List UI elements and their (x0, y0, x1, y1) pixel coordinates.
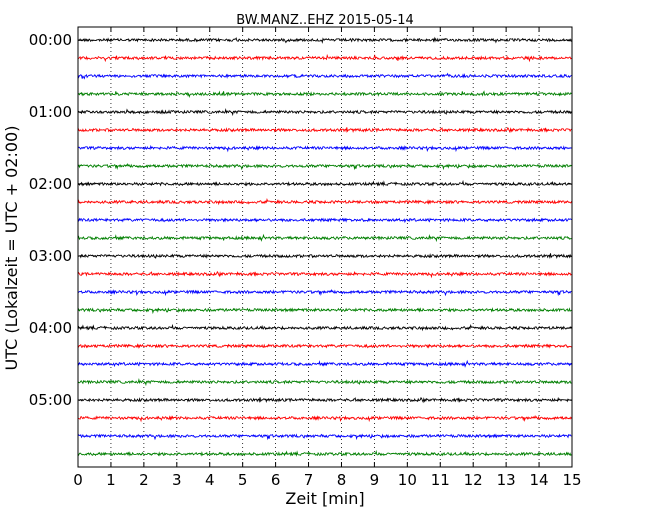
y-tick-label: 01:00 (29, 103, 72, 121)
y-tick-label: 02:00 (29, 175, 72, 193)
x-tick-label: 0 (73, 471, 83, 489)
trace-line (77, 343, 572, 349)
trace-line (77, 233, 572, 243)
y-axis-ticks: 00:00 01:00 02:00 03:00 04:00 05:00 (29, 31, 572, 409)
trace-line (77, 378, 572, 387)
trace-line (77, 144, 572, 153)
trace-line (77, 449, 572, 457)
x-axis-ticks: 0 1 2 3 4 5 6 7 8 9 10 11 12 13 14 15 (73, 27, 582, 489)
x-tick-label: 8 (337, 471, 347, 489)
vertical-gridlines (110, 27, 540, 467)
trace-line (77, 253, 572, 260)
trace-line (77, 415, 572, 423)
x-tick-label: 7 (304, 471, 314, 489)
trace-line (77, 53, 572, 63)
trace-line (77, 36, 572, 44)
trace-line (77, 307, 572, 315)
trace-line (77, 126, 572, 134)
y-tick-label: 04:00 (29, 319, 72, 337)
x-tick-label: 10 (398, 471, 417, 489)
x-tick-label: 15 (562, 471, 581, 489)
x-tick-label: 13 (497, 471, 516, 489)
chart-title: BW.MANZ..EHZ 2015-05-14 (236, 13, 414, 28)
trace-line (77, 72, 572, 80)
x-tick-label: 12 (464, 471, 483, 489)
plot-frame (77, 26, 573, 468)
x-tick-label: 14 (530, 471, 549, 489)
trace-line (77, 289, 572, 297)
trace-line (77, 108, 572, 117)
trace-line (77, 197, 572, 206)
trace-line (77, 396, 572, 404)
x-tick-label: 9 (370, 471, 380, 489)
trace-line (77, 217, 572, 224)
trace-line (77, 270, 572, 279)
trace-line (77, 433, 572, 441)
trace-line (77, 323, 572, 332)
trace-line (77, 359, 572, 368)
trace-line (77, 163, 572, 171)
seismic-traces (77, 36, 572, 457)
trace-line (77, 90, 572, 98)
x-tick-label: 11 (431, 471, 450, 489)
x-tick-label: 1 (106, 471, 116, 489)
x-axis-label: Zeit [min] (285, 489, 364, 508)
x-tick-label: 3 (172, 471, 182, 489)
y-tick-label: 05:00 (29, 391, 72, 409)
y-axis-label: UTC (Lokalzeit = UTC + 02:00) (2, 126, 21, 371)
x-tick-label: 2 (139, 471, 149, 489)
y-tick-label: 03:00 (29, 247, 72, 265)
x-tick-label: 6 (271, 471, 281, 489)
trace-line (77, 179, 572, 187)
x-tick-label: 4 (205, 471, 215, 489)
x-tick-label: 5 (238, 471, 248, 489)
y-tick-label: 00:00 (29, 31, 72, 49)
